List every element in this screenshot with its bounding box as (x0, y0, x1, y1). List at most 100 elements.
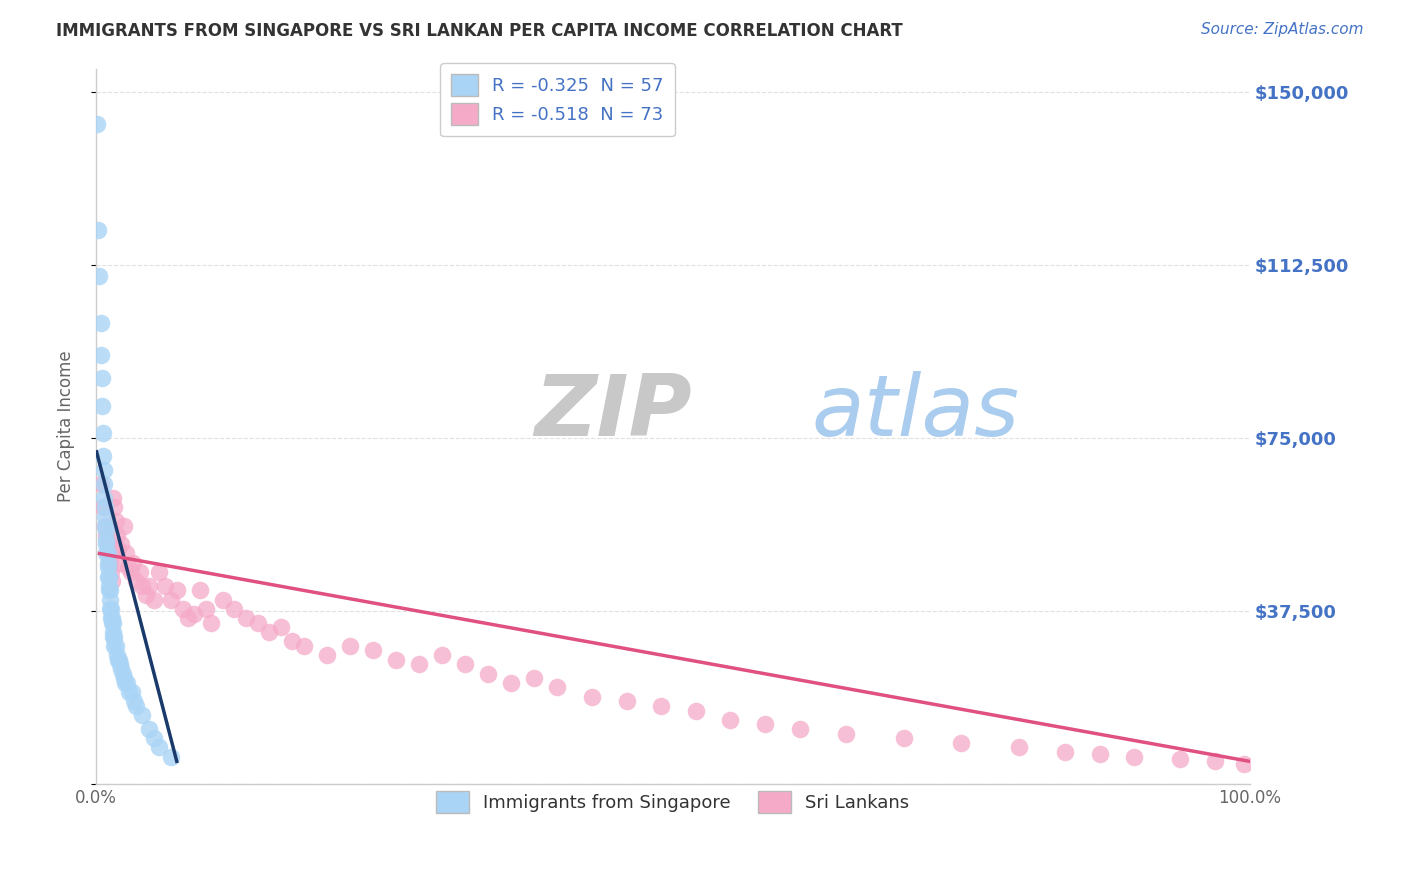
Point (720, 713, 742, 727)
Point (100, 611, 122, 625)
Point (835, 726, 858, 740)
Point (361, 643, 384, 657)
Point (97, 579, 120, 593)
Point (1204, 755, 1226, 769)
Y-axis label: Per Capita Income: Per Capita Income (58, 351, 75, 502)
Point (246, 615, 269, 630)
Point (430, 648, 453, 662)
Point (224, 602, 246, 616)
Point (96, 524, 118, 538)
Point (91, 450, 114, 464)
Point (101, 615, 124, 630)
Point (789, 722, 811, 736)
Point (97, 569, 120, 583)
Point (616, 694, 638, 708)
Point (212, 592, 235, 607)
Point (385, 653, 408, 667)
Point (100, 565, 122, 579)
Point (96, 547, 118, 561)
Point (100, 602, 122, 616)
Point (110, 537, 132, 551)
Point (546, 681, 568, 695)
Point (111, 666, 134, 681)
Point (950, 736, 973, 750)
Point (91, 426, 114, 441)
Point (93, 491, 115, 505)
Point (292, 639, 315, 653)
Point (135, 588, 157, 602)
Point (108, 556, 131, 570)
Point (112, 671, 135, 685)
Text: atlas: atlas (811, 371, 1019, 454)
Point (101, 611, 124, 625)
Point (339, 639, 361, 653)
Point (96, 537, 118, 551)
Point (90, 348, 112, 362)
Point (1170, 752, 1192, 766)
Point (118, 685, 141, 699)
Point (754, 717, 776, 731)
Point (97, 547, 120, 561)
Point (103, 639, 125, 653)
Point (101, 574, 124, 589)
Point (138, 579, 160, 593)
Point (131, 579, 153, 593)
Point (408, 657, 430, 672)
Point (148, 565, 170, 579)
Point (142, 731, 165, 746)
Point (90, 399, 112, 413)
Text: ZIP: ZIP (534, 371, 692, 454)
Point (90, 477, 112, 491)
Point (94, 500, 117, 515)
Point (235, 611, 257, 625)
Point (125, 574, 148, 589)
Point (257, 625, 280, 640)
Point (104, 514, 127, 528)
Point (121, 685, 143, 699)
Point (155, 579, 177, 593)
Point (103, 491, 125, 505)
Text: Source: ZipAtlas.com: Source: ZipAtlas.com (1201, 22, 1364, 37)
Point (650, 698, 672, 713)
Point (200, 615, 222, 630)
Point (138, 722, 160, 736)
Point (160, 592, 183, 607)
Point (107, 541, 129, 556)
Point (125, 698, 148, 713)
Point (86, 117, 108, 131)
Point (1123, 749, 1146, 764)
Point (685, 704, 707, 718)
Point (114, 675, 136, 690)
Point (89, 269, 111, 284)
Point (87, 223, 110, 237)
Point (98, 583, 121, 598)
Point (120, 565, 142, 579)
Point (112, 518, 135, 533)
Point (581, 690, 603, 704)
Point (105, 528, 128, 542)
Point (131, 708, 153, 723)
Point (96, 528, 118, 542)
Point (110, 662, 132, 676)
Point (523, 671, 546, 685)
Point (96, 569, 118, 583)
Point (194, 602, 217, 616)
Point (104, 639, 127, 653)
Point (94, 509, 117, 524)
Point (1088, 747, 1111, 762)
Point (103, 630, 125, 644)
Point (90, 371, 112, 385)
Point (93, 477, 115, 491)
Point (177, 611, 200, 625)
Point (128, 565, 150, 579)
Legend: Immigrants from Singapore, Sri Lankans: Immigrants from Singapore, Sri Lankans (423, 778, 922, 825)
Point (148, 740, 170, 755)
Point (142, 592, 165, 607)
Point (893, 731, 915, 746)
Point (103, 630, 125, 644)
Point (96, 560, 118, 574)
Point (477, 666, 499, 681)
Point (166, 583, 188, 598)
Point (1053, 745, 1076, 759)
Point (107, 653, 129, 667)
